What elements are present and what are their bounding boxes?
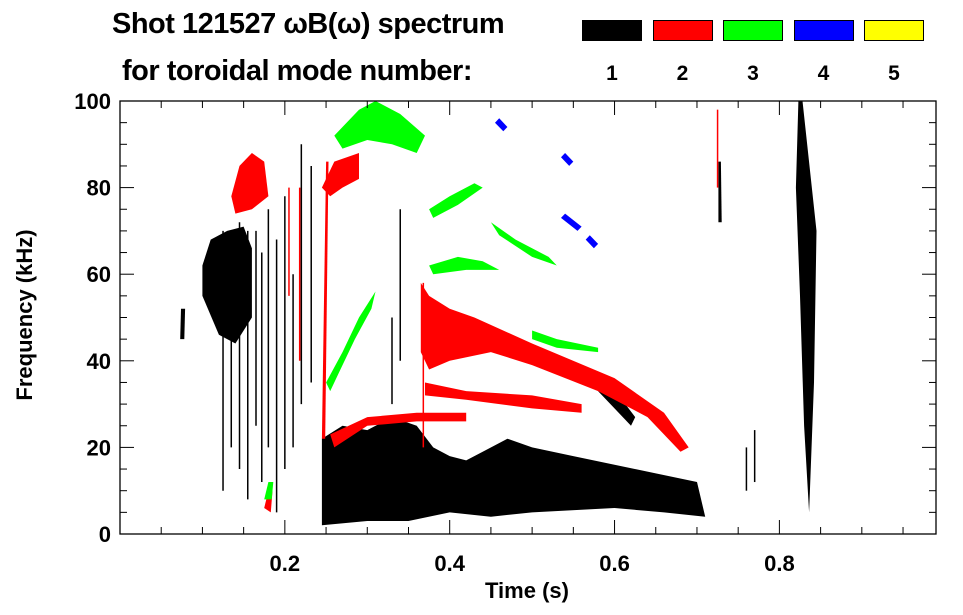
y-tick-label: 100 <box>74 89 111 114</box>
chart-title: Shot 121527 ωB(ω) spectrum <box>112 8 505 40</box>
spectral-region-mode-2 <box>231 153 269 214</box>
spectral-region-mode-4 <box>561 153 574 166</box>
spectral-region-mode-3 <box>264 482 274 500</box>
spectral-region-mode-3 <box>429 256 500 275</box>
spectral-region-mode-4 <box>585 235 599 249</box>
spectral-region-mode-3 <box>326 291 376 392</box>
spectral-region-mode-1 <box>718 161 722 223</box>
spectral-region-mode-1 <box>321 417 706 526</box>
spectral-region-mode-1 <box>180 308 186 340</box>
spectral-region-mode-2 <box>420 282 689 452</box>
legend-label-mode-1: 1 <box>606 62 618 85</box>
spectral-region-mode-3 <box>429 183 483 218</box>
y-axis-label: Frequency (kHz) <box>12 229 37 400</box>
legend-label-mode-4: 4 <box>817 62 830 85</box>
x-tick-label: 0.8 <box>764 551 795 576</box>
spectral-region-mode-2 <box>425 382 582 413</box>
legend-swatch-mode-4 <box>793 20 854 41</box>
chart-subtitle: for toroidal mode number: <box>122 55 473 87</box>
x-tick-label: 0.4 <box>434 551 465 576</box>
legend-label-mode-3: 3 <box>747 62 759 85</box>
spectral-region-mode-1 <box>202 226 252 344</box>
spectral-region-mode-2 <box>321 153 359 197</box>
y-tick-label: 80 <box>87 176 111 201</box>
x-tick-label: 0.2 <box>270 551 301 576</box>
legend-swatch-mode-2 <box>652 20 713 41</box>
spectral-region-mode-4 <box>561 213 582 231</box>
legend-swatch-mode-1 <box>582 20 642 41</box>
spectral-region-mode-2 <box>321 161 329 439</box>
legend-swatch-mode-3 <box>723 20 783 41</box>
x-axis-label: Time (s) <box>485 578 569 603</box>
spectral-region-mode-4 <box>495 118 508 132</box>
legend-label-mode-5: 5 <box>888 62 900 85</box>
spectral-region-mode-3 <box>532 330 599 353</box>
spectral-region-mode-1 <box>795 101 817 513</box>
spectral-region-mode-2 <box>330 412 467 448</box>
y-tick-label: 20 <box>87 435 111 460</box>
y-tick-label: 60 <box>87 262 111 287</box>
legend-swatch-mode-5 <box>864 20 924 41</box>
x-tick-label: 0.6 <box>599 551 630 576</box>
spectral-region-mode-3 <box>334 101 425 153</box>
y-tick-label: 40 <box>87 349 111 374</box>
y-tick-label: 0 <box>99 522 111 547</box>
legend-label-mode-2: 2 <box>676 62 689 85</box>
spectral-region-mode-3 <box>490 222 557 266</box>
